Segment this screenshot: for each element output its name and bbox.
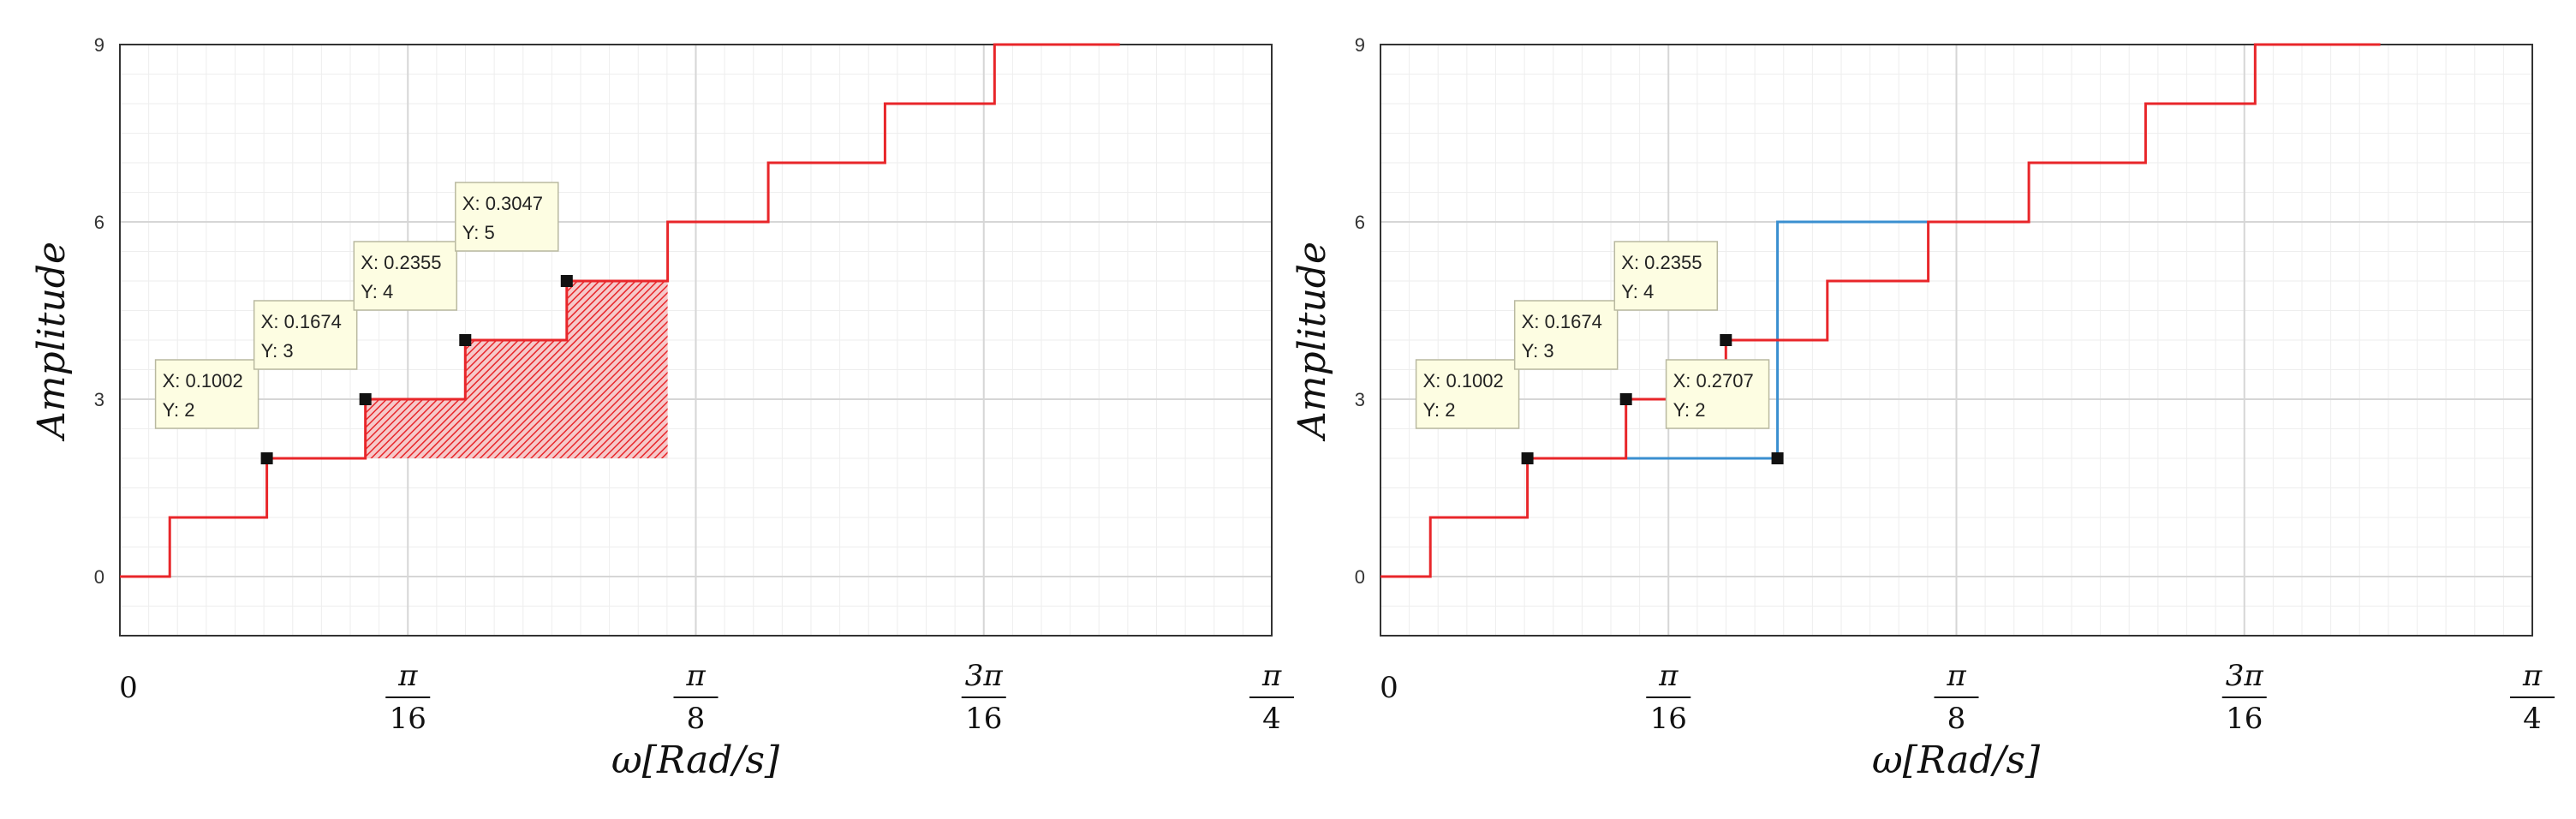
- x-tick-numerator: π: [1261, 659, 1282, 693]
- datatip-marker[interactable]: [1771, 452, 1784, 464]
- x-tick-denominator: 8: [687, 702, 706, 736]
- left-chart: 0 3 6 9 0 π 16 π 8 3π 16 π 4 Amplitude ω[Rad/s] X: 0.10…: [30, 34, 1294, 782]
- datatip-marker[interactable]: [260, 452, 273, 464]
- x-tick-numerator: π: [1658, 659, 1679, 693]
- y-axis-title: Amplitude: [30, 242, 74, 442]
- datatip-box: [1613, 241, 1719, 311]
- y-tick-label: 6: [94, 212, 104, 233]
- datatip-x-label: X: 0.3047: [462, 193, 543, 214]
- x-axis-title: ω[Rad/s]: [1872, 738, 2041, 782]
- series-red-line: [1380, 43, 2381, 578]
- x-tick-denominator: 16: [390, 702, 426, 736]
- datatip-x-label: X: 0.1002: [1423, 370, 1504, 392]
- axes-box: [119, 44, 1273, 637]
- datatip-marker[interactable]: [359, 393, 372, 405]
- datatip-x-label: X: 0.1674: [1522, 311, 1602, 332]
- x-tick-numerator: 3π: [2226, 659, 2264, 693]
- x-tick-denominator: 8: [1947, 702, 1966, 736]
- datatip-x-label: X: 0.2707: [1673, 370, 1754, 392]
- y-tick-label: 0: [94, 566, 104, 588]
- y-tick-label: 6: [1355, 212, 1365, 233]
- x-tick-numerator: π: [397, 659, 418, 693]
- datatip-marker[interactable]: [459, 334, 472, 346]
- datatip-box: [455, 182, 559, 252]
- datatip-marker[interactable]: [1521, 452, 1534, 464]
- datatip[interactable]: X: 0.1002 Y: 2: [154, 359, 273, 464]
- right-chart: 0 3 6 9 0 π 16 π 8 3π 16 π 4 Amplitude ω[Rad/s] X: 0.10…: [1291, 34, 2555, 782]
- datatip-box: [1665, 359, 1770, 429]
- x-axis-title: ω[Rad/s]: [611, 738, 780, 782]
- datatip-x-label: X: 0.2355: [1621, 252, 1702, 273]
- datatip[interactable]: X: 0.2707 Y: 2: [1665, 359, 1784, 464]
- x-tick-numerator: 3π: [965, 659, 1004, 693]
- datatip-box: [1415, 359, 1520, 429]
- datatip-y-label: Y: 3: [1522, 340, 1554, 362]
- datatip-box: [1513, 300, 1619, 370]
- x-tick-denominator: 16: [2226, 702, 2263, 736]
- x-tick-numerator: π: [2522, 659, 2543, 693]
- datatip-marker[interactable]: [560, 275, 573, 287]
- datatip-y-label: Y: 4: [361, 281, 393, 302]
- y-tick-label: 9: [94, 34, 104, 56]
- datatip[interactable]: X: 0.1674 Y: 3: [1513, 300, 1632, 405]
- datatip-x-label: X: 0.2355: [361, 252, 441, 273]
- shaded-region: [365, 281, 668, 458]
- datatip[interactable]: X: 0.1002 Y: 2: [1415, 359, 1534, 464]
- datatip[interactable]: X: 0.2355 Y: 4: [1613, 241, 1732, 346]
- y-axis-title: Amplitude: [1291, 242, 1334, 442]
- axes-box: [1380, 44, 2533, 637]
- x-tick-label: 0: [1380, 671, 1398, 705]
- datatip-box: [154, 359, 259, 429]
- y-tick-label: 3: [1355, 389, 1365, 410]
- datatip-box: [253, 300, 358, 370]
- datatip-y-label: Y: 4: [1621, 281, 1654, 302]
- datatip[interactable]: X: 0.1674 Y: 3: [253, 300, 372, 405]
- datatip-y-label: Y: 2: [1423, 399, 1456, 421]
- x-tick-numerator: π: [1946, 659, 1966, 693]
- x-tick-denominator: 4: [1262, 702, 1281, 736]
- series-red-line: [120, 43, 1120, 578]
- x-tick-denominator: 16: [965, 702, 1002, 736]
- x-tick-numerator: π: [685, 659, 706, 693]
- datatip-marker[interactable]: [1619, 393, 1632, 405]
- datatip-y-label: Y: 5: [462, 222, 495, 243]
- datatip-box: [353, 241, 458, 311]
- datatip-y-label: Y: 3: [261, 340, 294, 362]
- y-tick-label: 9: [1355, 34, 1365, 56]
- datatip-y-label: Y: 2: [163, 399, 195, 421]
- y-tick-label: 0: [1355, 566, 1365, 588]
- datatip[interactable]: X: 0.2355 Y: 4: [353, 241, 472, 346]
- datatip-marker[interactable]: [1720, 334, 1732, 346]
- x-tick-denominator: 16: [1650, 702, 1687, 736]
- x-tick-denominator: 4: [2523, 702, 2542, 736]
- datatip-y-label: Y: 2: [1673, 399, 1706, 421]
- x-tick-label: 0: [119, 671, 138, 705]
- datatip-x-label: X: 0.1674: [261, 311, 342, 332]
- datatip[interactable]: X: 0.3047 Y: 5: [455, 182, 573, 287]
- y-tick-label: 3: [94, 389, 104, 410]
- datatip-x-label: X: 0.1002: [163, 370, 243, 392]
